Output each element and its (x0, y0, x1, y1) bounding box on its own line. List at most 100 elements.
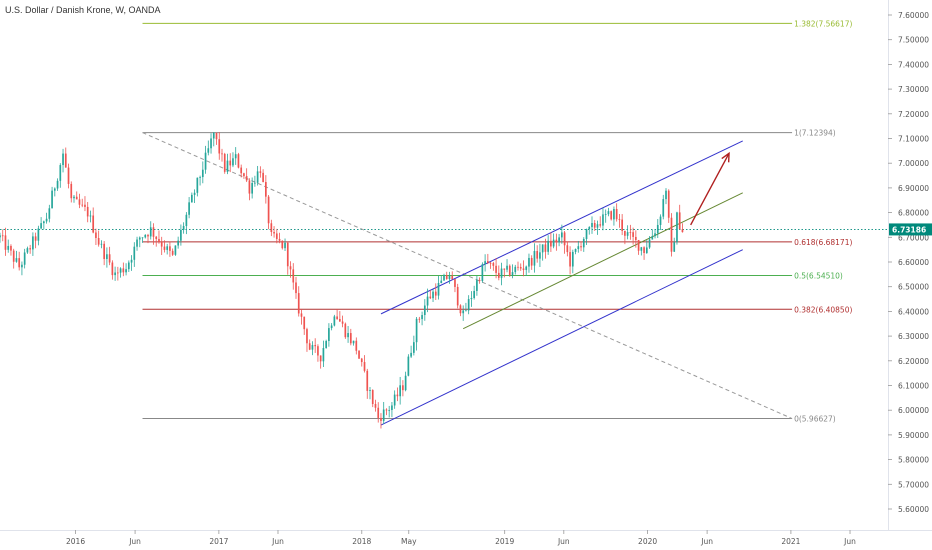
candle-body (582, 238, 585, 248)
candle-body (265, 182, 267, 197)
candle-body (473, 290, 475, 298)
candle-body (440, 280, 443, 283)
candle-body (673, 242, 676, 252)
candle-body (138, 237, 141, 240)
x-tick-label: 2020 (638, 537, 657, 546)
candle-body (574, 249, 577, 252)
candle-body (136, 239, 138, 247)
candle-body (59, 165, 62, 181)
candle-body (445, 275, 448, 279)
candle-body (497, 272, 500, 278)
candle-body (629, 232, 632, 233)
candle-body (314, 345, 317, 347)
candle-body (456, 286, 459, 306)
candle-body (588, 227, 591, 230)
candle-body (665, 190, 667, 200)
candle-body (78, 199, 81, 205)
candle-body (547, 240, 549, 252)
candle-body (306, 329, 308, 344)
candle-body (166, 246, 169, 250)
candle-body (517, 266, 519, 268)
candle-body (550, 240, 552, 247)
candle-body (48, 208, 51, 219)
candle-body (259, 171, 262, 173)
candle-body (119, 268, 122, 273)
candle-body (519, 266, 522, 269)
candle-body (569, 252, 571, 267)
candle-body (40, 223, 42, 229)
candle-body (561, 232, 563, 238)
candle-body (645, 247, 648, 253)
candle-body (284, 242, 286, 249)
y-tick-label: 6.10000 (898, 382, 929, 391)
candle-body (256, 171, 259, 183)
candle-body (89, 215, 92, 217)
candle-body (462, 310, 465, 314)
y-tick-label: 6.20000 (898, 357, 929, 366)
candle-body (62, 153, 64, 166)
candle-body (204, 152, 207, 170)
candle-body (289, 266, 292, 270)
fib-level-label: 0.618(6.68171) (794, 238, 852, 247)
candle-body (563, 232, 566, 246)
y-tick-label: 7.10000 (898, 135, 929, 144)
candle-body (141, 237, 144, 239)
candle-body (86, 206, 89, 217)
candle-body (226, 160, 229, 172)
candle-body (149, 227, 152, 237)
candle-body (467, 299, 470, 311)
candle-body (434, 291, 437, 296)
x-tick-label: Jun (128, 537, 141, 546)
candle-body (404, 375, 407, 391)
candle-body (53, 188, 56, 191)
candle-body (407, 356, 410, 376)
candle-body (215, 132, 218, 140)
candle-body (169, 246, 171, 251)
candle-body (533, 251, 536, 266)
candle-body (330, 325, 333, 329)
candle-body (26, 248, 29, 253)
candle-body (29, 248, 31, 250)
candle-body (656, 224, 659, 234)
candle-body (201, 169, 204, 178)
candle-body (67, 167, 70, 184)
candle-body (18, 258, 21, 268)
candle-body (133, 246, 136, 260)
candle-body (171, 250, 174, 255)
candle-body (377, 407, 380, 418)
chart-title: U.S. Dollar / Danish Krone, W, OANDA (5, 5, 161, 15)
candle-body (530, 257, 533, 266)
candle-body (402, 385, 404, 391)
candle-body (478, 280, 481, 282)
candle-body (97, 238, 100, 245)
candle-body (125, 269, 127, 273)
candle-body (670, 217, 673, 252)
y-tick-label: 7.20000 (898, 110, 929, 119)
candle-body (240, 167, 243, 174)
candle-body (481, 264, 484, 282)
x-tick-label: 2017 (209, 537, 228, 546)
x-tick-label: Jun (700, 537, 713, 546)
candle-body (443, 275, 445, 281)
candle-body (174, 245, 177, 255)
candle-body (399, 385, 401, 397)
candle-body (418, 318, 421, 320)
candle-body (344, 323, 347, 338)
x-tick-label: May (401, 537, 417, 546)
y-tick-label: 7.50000 (898, 36, 929, 45)
candle-body (10, 245, 12, 251)
candle-body (32, 236, 34, 250)
candle-body (278, 238, 281, 241)
candle-body (393, 394, 396, 406)
candle-body (539, 252, 541, 259)
candle-body (385, 409, 388, 411)
candle-body (676, 212, 678, 243)
candle-body (369, 390, 371, 391)
candle-body (212, 132, 215, 139)
candle-body (489, 262, 492, 264)
candle-body (207, 148, 210, 153)
candle-body (470, 297, 473, 300)
candle-body (459, 305, 462, 314)
